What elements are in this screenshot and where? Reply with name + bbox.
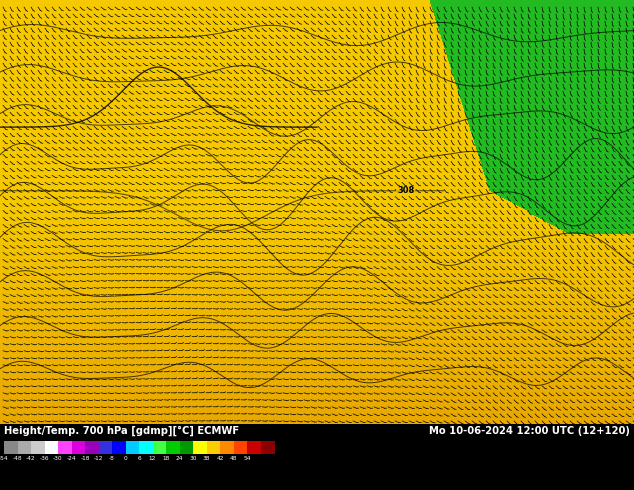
Text: -48: -48 <box>13 456 22 461</box>
Bar <box>193 441 207 454</box>
Bar <box>112 441 126 454</box>
Text: 38: 38 <box>203 456 210 461</box>
Bar <box>247 441 261 454</box>
Bar <box>139 441 153 454</box>
Text: 0: 0 <box>124 456 127 461</box>
Bar <box>207 441 221 454</box>
Text: -30: -30 <box>53 456 63 461</box>
Text: -54: -54 <box>0 456 9 461</box>
Bar <box>153 441 167 454</box>
Text: 54: 54 <box>243 456 251 461</box>
Text: -8: -8 <box>109 456 115 461</box>
Bar <box>261 441 275 454</box>
Text: 24: 24 <box>176 456 183 461</box>
Bar <box>85 441 99 454</box>
Bar <box>166 441 180 454</box>
Text: 42: 42 <box>216 456 224 461</box>
Text: -42: -42 <box>26 456 36 461</box>
Bar <box>220 441 234 454</box>
Bar <box>72 441 86 454</box>
Bar <box>18 441 32 454</box>
Bar <box>179 441 193 454</box>
Text: -18: -18 <box>81 456 90 461</box>
Bar <box>4 441 18 454</box>
Bar <box>98 441 112 454</box>
Text: 308: 308 <box>397 186 415 195</box>
Text: 6: 6 <box>137 456 141 461</box>
Text: 30: 30 <box>190 456 197 461</box>
Text: -12: -12 <box>94 456 103 461</box>
Text: Height/Temp. 700 hPa [gdmp][°C] ECMWF: Height/Temp. 700 hPa [gdmp][°C] ECMWF <box>4 426 239 436</box>
Text: 12: 12 <box>149 456 156 461</box>
Bar <box>31 441 45 454</box>
Bar <box>126 441 139 454</box>
Bar <box>44 441 58 454</box>
Text: -24: -24 <box>67 456 76 461</box>
Text: Mo 10-06-2024 12:00 UTC (12+120): Mo 10-06-2024 12:00 UTC (12+120) <box>429 426 630 436</box>
Text: 48: 48 <box>230 456 237 461</box>
Bar <box>233 441 247 454</box>
Text: -36: -36 <box>40 456 49 461</box>
Text: 18: 18 <box>162 456 170 461</box>
Bar <box>58 441 72 454</box>
